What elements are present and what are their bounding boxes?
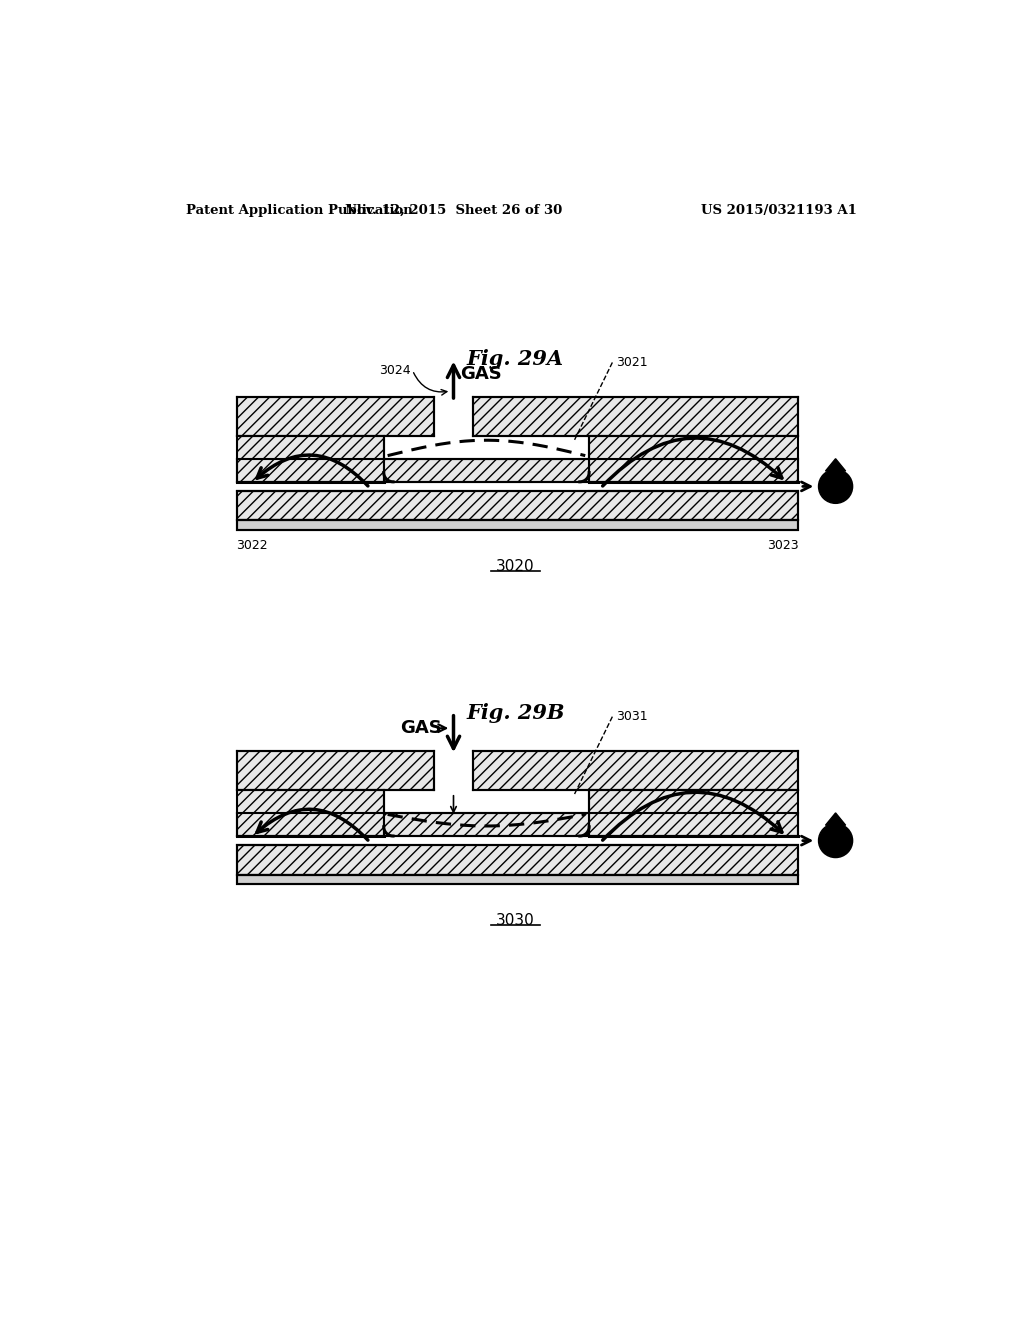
Text: 3024: 3024 xyxy=(379,363,411,376)
Bar xyxy=(237,397,434,436)
Bar xyxy=(589,789,799,836)
Bar xyxy=(473,751,799,789)
Text: 3021: 3021 xyxy=(616,356,648,370)
Text: GAS: GAS xyxy=(400,719,442,737)
Bar xyxy=(237,520,799,529)
Text: 3031: 3031 xyxy=(616,710,648,723)
Bar xyxy=(237,845,799,875)
Text: US 2015/0321193 A1: US 2015/0321193 A1 xyxy=(700,205,856,218)
Text: 3020: 3020 xyxy=(497,558,535,574)
Bar xyxy=(384,459,589,482)
Bar xyxy=(473,397,799,436)
Bar xyxy=(237,436,384,482)
Circle shape xyxy=(818,470,853,503)
Polygon shape xyxy=(825,813,846,825)
Bar xyxy=(237,789,384,836)
Polygon shape xyxy=(825,459,846,471)
Bar xyxy=(237,491,799,520)
Circle shape xyxy=(818,824,853,858)
Bar xyxy=(237,845,799,875)
Text: GAS: GAS xyxy=(460,366,502,383)
Bar xyxy=(237,520,799,529)
Bar xyxy=(237,751,434,789)
Text: 3022: 3022 xyxy=(237,539,268,552)
Text: Patent Application Publication: Patent Application Publication xyxy=(186,205,413,218)
Bar xyxy=(237,875,799,884)
Bar xyxy=(384,813,589,836)
Text: Fig. 29A: Fig. 29A xyxy=(467,348,564,368)
Text: Nov. 12, 2015  Sheet 26 of 30: Nov. 12, 2015 Sheet 26 of 30 xyxy=(345,205,562,218)
Text: 3030: 3030 xyxy=(496,913,535,928)
Bar xyxy=(589,436,799,482)
Text: 3023: 3023 xyxy=(767,539,799,552)
Text: Fig. 29B: Fig. 29B xyxy=(466,702,565,723)
Bar xyxy=(237,875,799,884)
Bar xyxy=(237,491,799,520)
